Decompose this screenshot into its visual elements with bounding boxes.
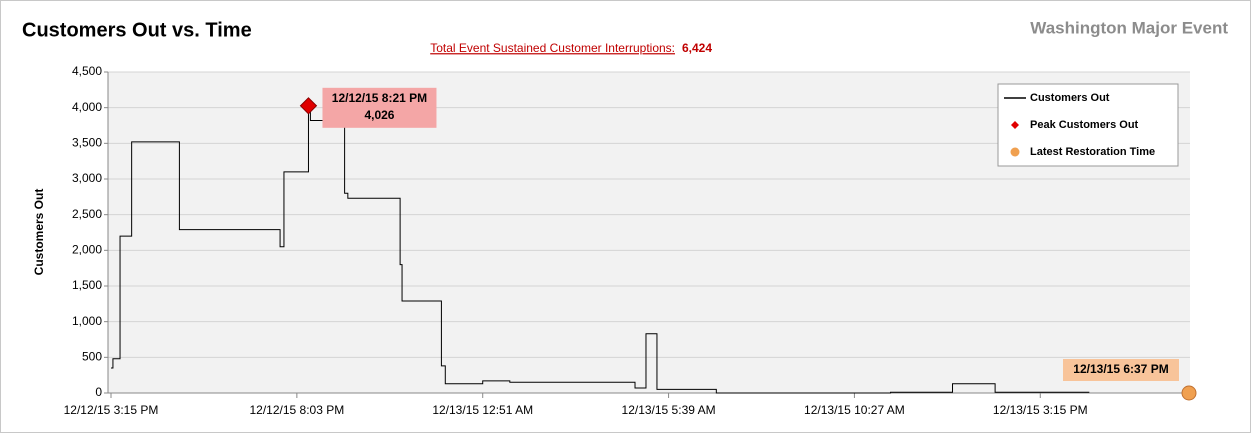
summary-label[interactable]: Total Event Sustained Customer Interrupt…: [430, 41, 675, 55]
legend-label: Customers Out: [1030, 92, 1110, 104]
restoration-label-box: [1063, 359, 1179, 381]
x-tick-label: 12/12/15 8:03 PM: [249, 403, 344, 417]
peak-label-time: 12/12/15 8:21 PM: [332, 91, 427, 105]
y-tick-label: 2,500: [72, 207, 102, 221]
x-tick-label: 12/13/15 3:15 PM: [993, 403, 1088, 417]
y-tick-label: 500: [82, 350, 102, 364]
legend-swatch: [1010, 147, 1020, 157]
y-axis-label: Customers Out: [32, 189, 46, 276]
step-line: [111, 105, 1090, 394]
legend-box: [997, 83, 1179, 167]
x-tick-label: 12/13/15 5:39 AM: [622, 403, 716, 417]
chart-subtitle: Washington Major Event: [1030, 18, 1228, 37]
restoration-label: 12/13/15 6:37 PM: [1073, 362, 1168, 376]
peak-marker: [299, 97, 318, 115]
chart-title: Customers Out vs. Time: [22, 19, 252, 41]
peak-label-value: 4,026: [364, 108, 394, 122]
legend-swatch: [1011, 121, 1019, 129]
legend-label: Peak Customers Out: [1030, 119, 1139, 131]
x-tick-label: 12/13/15 10:27 AM: [804, 403, 905, 417]
y-tick-label: 3,500: [72, 136, 102, 150]
y-tick-label: 4,000: [72, 100, 102, 114]
y-tick-label: 1,000: [72, 314, 102, 328]
peak-label-box: [322, 87, 437, 128]
restoration-marker: [1181, 385, 1197, 401]
legend-label: Latest Restoration Time: [1030, 146, 1155, 158]
y-tick-label: 2,000: [72, 243, 102, 257]
y-tick-label: 4,500: [72, 64, 102, 78]
y-tick-label: 1,500: [72, 278, 102, 292]
y-tick-label: 3,000: [72, 171, 102, 185]
x-tick-label: 12/12/15 3:15 PM: [64, 403, 159, 417]
summary-value: 6,424: [682, 41, 712, 55]
y-tick-label: 0: [95, 385, 102, 399]
x-tick-label: 12/13/15 12:51 AM: [432, 403, 533, 417]
